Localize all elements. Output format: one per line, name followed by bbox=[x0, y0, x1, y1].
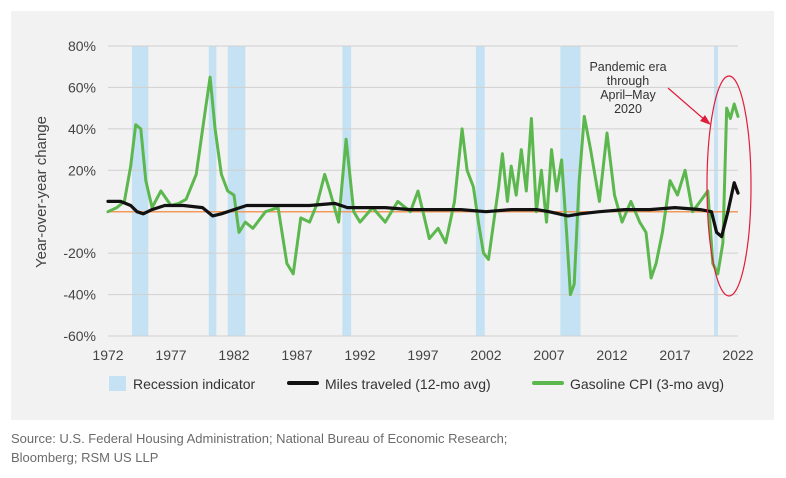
series bbox=[106, 75, 740, 297]
x-tick-label: 2022 bbox=[722, 347, 753, 363]
y-tick-label: 40% bbox=[68, 121, 96, 137]
legend-recession-swatch bbox=[109, 376, 126, 391]
x-tick-label: 2007 bbox=[533, 347, 564, 363]
x-tick-label: 2002 bbox=[470, 347, 501, 363]
source-line-2: Bloomberg; RSM US LLP bbox=[11, 450, 159, 465]
recession-band-2 bbox=[227, 46, 246, 336]
x-tick-label: 1997 bbox=[407, 347, 438, 363]
x-tick-label: 1982 bbox=[218, 347, 249, 363]
legend-miles-label: Miles traveled (12-mo avg) bbox=[325, 376, 491, 392]
y-tick-label: 60% bbox=[68, 79, 96, 95]
recession-band-4 bbox=[475, 46, 485, 336]
recession-band-0 bbox=[131, 46, 149, 336]
legend: Recession indicator Miles traveled (12-m… bbox=[109, 376, 724, 392]
x-tick-label: 1977 bbox=[155, 347, 186, 363]
grid bbox=[108, 45, 738, 337]
y-tick-label: 20% bbox=[68, 162, 96, 178]
x-tick-label: 2017 bbox=[659, 347, 690, 363]
pandemic-annotation: Pandemic era through April–May 2020 bbox=[589, 60, 666, 116]
y-tick-label: -20% bbox=[63, 245, 96, 261]
x-tick-label: 2012 bbox=[596, 347, 627, 363]
x-tick-labels: 1972 1977 1982 1987 1992 1997 2002 2007 2012 2017… bbox=[92, 347, 753, 363]
legend-recession-label: Recession indicator bbox=[133, 376, 256, 392]
y-tick-label: -60% bbox=[63, 328, 96, 344]
miles-traveled-line bbox=[106, 181, 740, 239]
y-axis-label: Year-over-year change bbox=[33, 116, 50, 268]
y-tick-label: 80% bbox=[68, 38, 96, 54]
y-tick-label: -40% bbox=[63, 287, 96, 303]
gasoline-cpi-line bbox=[106, 75, 740, 297]
x-tick-label: 1992 bbox=[344, 347, 375, 363]
x-tick-label: 1972 bbox=[92, 347, 123, 363]
recession-band-1 bbox=[208, 46, 217, 336]
recession-band-6 bbox=[714, 46, 718, 336]
x-tick-label: 1987 bbox=[281, 347, 312, 363]
pandemic-arrow bbox=[667, 87, 707, 122]
source-note: Source: U.S. Federal Housing Administrat… bbox=[11, 429, 691, 467]
y-tick-labels: 80% 60% 40% 20% -20% -40% -60% bbox=[63, 38, 96, 344]
source-line-1: Source: U.S. Federal Housing Administrat… bbox=[11, 431, 508, 446]
recession-band-3 bbox=[342, 46, 352, 336]
pandemic-ellipse bbox=[706, 75, 752, 297]
arrow-head bbox=[700, 115, 711, 125]
legend-gasoline-label: Gasoline CPI (3-mo avg) bbox=[570, 376, 724, 392]
